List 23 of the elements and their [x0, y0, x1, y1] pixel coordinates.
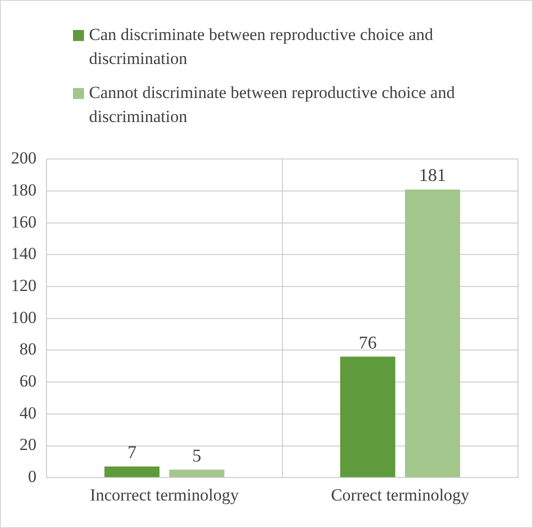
legend-label: Can discriminate between reproductive choice and discrimination: [89, 24, 434, 70]
data-label: 76: [358, 332, 377, 352]
legend-label: Cannot discriminate between reproductive choice and discrimination: [89, 82, 456, 128]
x-tick-label: Incorrect terminology: [90, 485, 240, 504]
data-label: 181: [419, 165, 446, 186]
data-label: 5: [192, 445, 202, 466]
y-tick-label: 20: [20, 435, 36, 454]
y-tick-label: 100: [11, 308, 36, 327]
y-tick-label: 120: [11, 276, 36, 296]
y-tick-label: 40: [20, 403, 36, 422]
y-tick-label: 60: [20, 372, 36, 391]
bar: [404, 189, 460, 478]
bar: [340, 356, 396, 478]
y-tick-label: 0: [28, 467, 36, 486]
y-tick-label: 160: [11, 212, 36, 232]
y-tick-label: 180: [11, 180, 36, 200]
x-tick-label: Correct terminology: [330, 485, 470, 504]
bar: [104, 466, 160, 478]
data-label: 7: [127, 442, 136, 462]
y-tick-label: 80: [20, 340, 36, 359]
y-tick-label: 140: [11, 244, 36, 264]
y-tick-label: 200: [11, 148, 36, 168]
bar: [169, 470, 224, 478]
